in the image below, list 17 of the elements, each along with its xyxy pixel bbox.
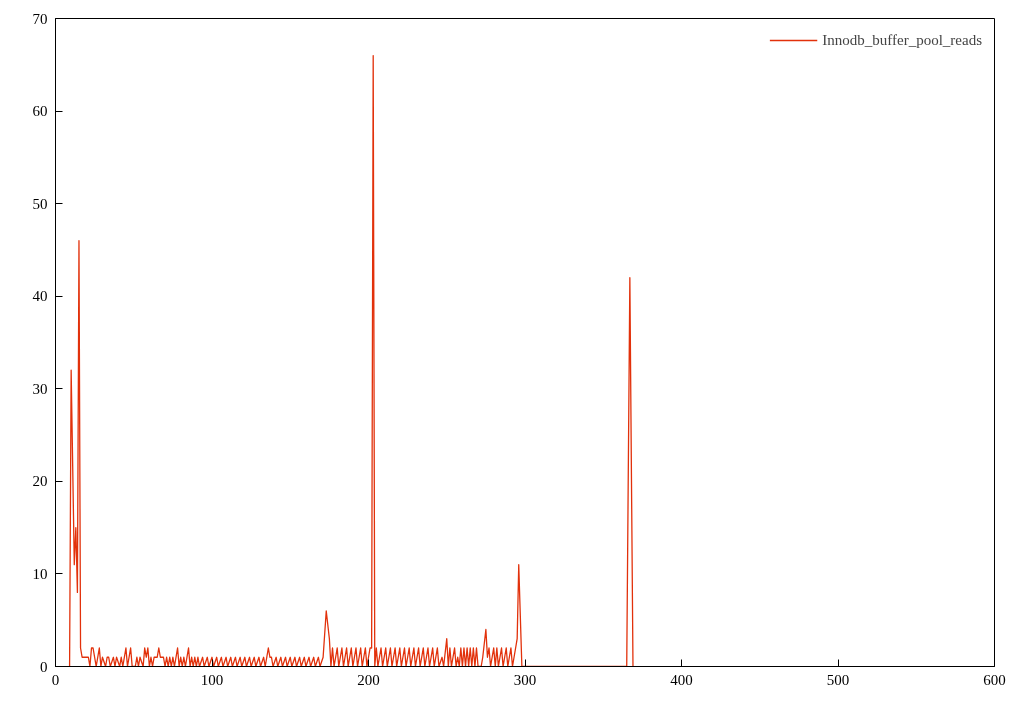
x-tick-label: 600: [983, 671, 1006, 688]
y-tick-label: 20: [32, 473, 48, 490]
y-tick-label: 30: [32, 380, 48, 397]
y-tick-label: 40: [32, 288, 48, 305]
y-tick-label: 70: [32, 10, 48, 27]
x-tick-label: 200: [357, 671, 380, 688]
line-series: [68, 54, 634, 667]
x-tick-label: 100: [200, 671, 224, 688]
y-tick-label: 0: [40, 658, 48, 675]
x-tick-label: 300: [513, 671, 537, 688]
x-tick-label: 500: [826, 671, 850, 688]
y-tick-label: 60: [32, 103, 48, 120]
x-tick-label: 0: [51, 671, 60, 688]
x-tick-label: 400: [670, 671, 693, 688]
y-tick-label: 50: [32, 195, 48, 212]
legend-label: Innodb_buffer_pool_reads: [822, 31, 982, 49]
y-tick-label: 10: [32, 565, 48, 582]
